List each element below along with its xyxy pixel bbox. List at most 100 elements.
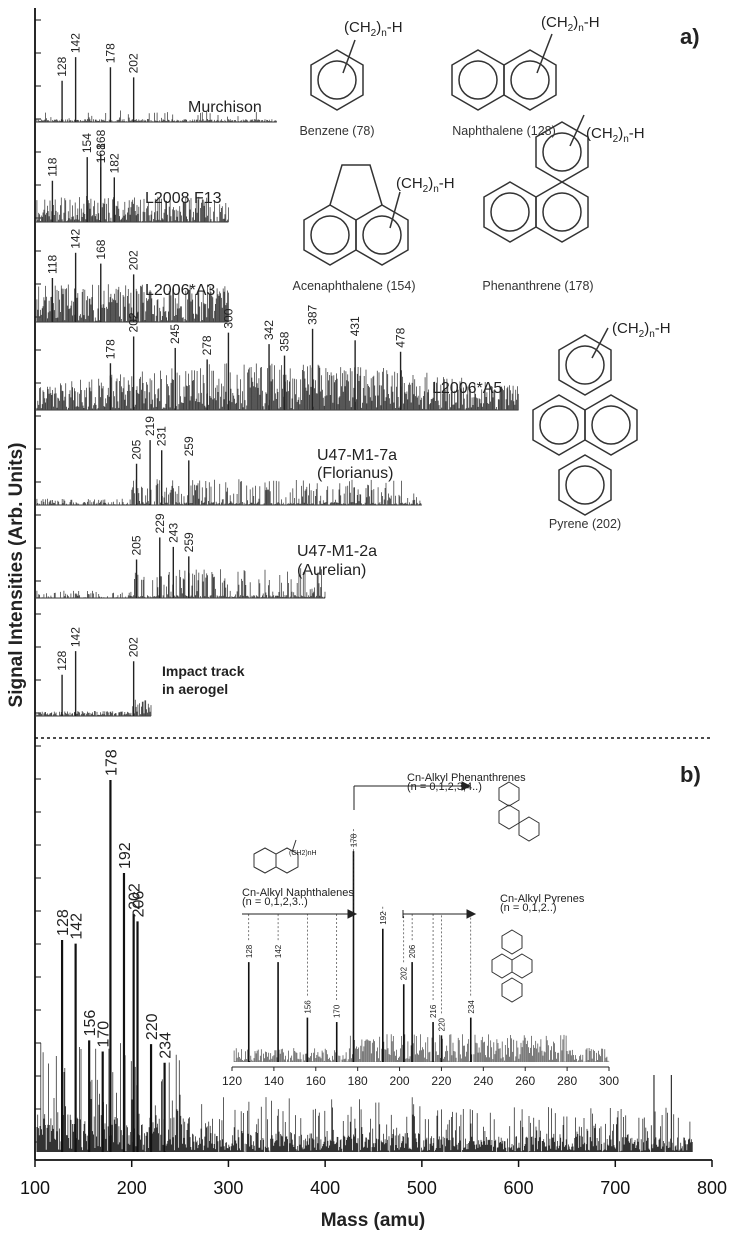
x-tick-label: 400 bbox=[310, 1178, 340, 1198]
series-name-murchison: Murchison bbox=[188, 99, 262, 116]
phenanthrene-label: Phenanthrene (178) bbox=[482, 279, 593, 293]
x-tick-label: 200 bbox=[117, 1178, 147, 1198]
peak-label: 202 bbox=[127, 53, 141, 73]
peak-label: 220 bbox=[144, 1013, 161, 1040]
series-name-impact-track: Impact track bbox=[162, 663, 245, 679]
series-sub-aerogel: in aerogel bbox=[162, 681, 228, 697]
pyrene-label: Pyrene (202) bbox=[549, 517, 621, 531]
inset-substituent: (CH2)nH bbox=[289, 850, 317, 857]
inset-peak-label: 202 bbox=[400, 966, 409, 980]
peak-label: 156 bbox=[82, 1010, 99, 1037]
peak-label: 128 bbox=[55, 56, 69, 76]
peak-label: 168 bbox=[94, 143, 108, 163]
x-tick-label: 500 bbox=[407, 1178, 437, 1198]
inset-tick-label: 140 bbox=[264, 1074, 284, 1088]
inset-peak-label: 234 bbox=[467, 1000, 476, 1014]
peak-label: 192 bbox=[117, 842, 134, 869]
inset-phen-label: Cn-Alkyl Phenanthrenes bbox=[407, 772, 526, 784]
molecule-structures bbox=[303, 33, 638, 516]
acenaphthalene-structure bbox=[303, 164, 409, 266]
peak-label: 142 bbox=[69, 33, 83, 53]
peak-label: 182 bbox=[107, 153, 121, 173]
peak-label: 202 bbox=[127, 637, 141, 657]
inset-tick-label: 280 bbox=[557, 1074, 577, 1088]
row-noise bbox=[36, 363, 519, 410]
inset-peak-label: 216 bbox=[429, 1004, 438, 1018]
peak-label: 178 bbox=[103, 339, 117, 359]
spectrum-row: 118 142 168 202 bbox=[35, 228, 229, 323]
peak-label: 243 bbox=[166, 523, 180, 543]
peak-label: 259 bbox=[182, 436, 196, 456]
peak-label: 478 bbox=[394, 327, 408, 347]
peak-label: 259 bbox=[182, 532, 196, 552]
peak-label: 278 bbox=[200, 335, 214, 355]
inset-noise bbox=[233, 1034, 610, 1062]
series-name-u47-m1-7a: U47-M1-7a bbox=[317, 447, 397, 464]
inset-ticks: 120 140 160 180 200 220 240 260 280 300 bbox=[222, 1067, 619, 1088]
panel-label-a: a) bbox=[680, 24, 700, 49]
phenanthrene-structure bbox=[483, 114, 589, 243]
x-tick-label: 700 bbox=[600, 1178, 630, 1198]
peak-label: 142 bbox=[69, 913, 86, 940]
inset-peak-label: 128 bbox=[245, 944, 254, 958]
inset-naph-label: Cn-Alkyl Naphthalenes bbox=[242, 887, 354, 899]
peak-label: 128 bbox=[55, 650, 69, 670]
series-sub-aurelian: (Aurelian) bbox=[297, 562, 366, 579]
molecule-labels: (CH2)n-H (CH2)n-H (CH2)n-H (CH2)n-H (CH2… bbox=[292, 14, 670, 531]
peak-label: 205 bbox=[130, 439, 144, 459]
peak-label: 202 bbox=[127, 312, 141, 332]
naphthalene-structure bbox=[451, 33, 557, 111]
peak-label: 170 bbox=[96, 1021, 113, 1048]
peak-label: 342 bbox=[262, 320, 276, 340]
inset-tick-label: 120 bbox=[222, 1074, 242, 1088]
naphthalene-substituent: (CH2)n-H bbox=[541, 14, 600, 34]
peak-label: 205 bbox=[130, 535, 144, 555]
panel-a-spectra: 1281421782021181541681821681181421682021… bbox=[35, 33, 519, 717]
peak-label: 142 bbox=[69, 627, 83, 647]
series-name-l2006-a5: L2006*A5 bbox=[432, 380, 502, 397]
inset-peak-label: 142 bbox=[274, 944, 283, 958]
peak-label: 358 bbox=[278, 331, 292, 351]
peak-label: 154 bbox=[80, 133, 94, 153]
spectrum-row: 205 229 243 259 bbox=[35, 513, 326, 599]
peak-label: 118 bbox=[45, 255, 59, 274]
series-sub-florianus: (Florianus) bbox=[317, 465, 393, 482]
peak-label: 128 bbox=[55, 909, 72, 936]
x-axis-label: Mass (amu) bbox=[321, 1210, 426, 1231]
x-tick-label: 100 bbox=[20, 1178, 50, 1198]
series-name-l2008-f13: L2008 F13 bbox=[145, 190, 222, 207]
peak-label: 219 bbox=[143, 416, 157, 436]
y-axis-ticks bbox=[35, 19, 41, 1143]
inset-peak-label: 206 bbox=[408, 944, 417, 958]
naphthalene-label: Naphthalene (128) bbox=[452, 124, 556, 138]
peak-label: 168 bbox=[94, 129, 108, 149]
inset-peak-label: 178 bbox=[349, 833, 358, 847]
inset-molecules bbox=[253, 781, 540, 1003]
inset-pyr-label: Cn-Alkyl Pyrenes bbox=[500, 893, 585, 905]
inset-naph-n: (n = 0,1,2,3..) bbox=[242, 896, 308, 908]
pyrene-substituent: (CH2)n-H bbox=[612, 320, 671, 340]
peak-label: 229 bbox=[153, 513, 167, 533]
peak-label: 234 bbox=[158, 1032, 175, 1059]
row-noise bbox=[36, 110, 277, 122]
peak-label: 431 bbox=[348, 316, 362, 336]
peak-label: 231 bbox=[155, 426, 169, 446]
x-axis-ticks: 100 200 300 400 500 600 700 800 bbox=[20, 1160, 727, 1198]
peak-label: 300 bbox=[221, 308, 235, 328]
peak-label: 178 bbox=[103, 749, 120, 776]
peak-label: 118 bbox=[45, 157, 59, 176]
inset-peak-label: 170 bbox=[333, 1004, 342, 1018]
inset-arrows bbox=[242, 781, 477, 919]
phenanthrene-substituent: (CH2)n-H bbox=[586, 125, 645, 145]
inset-tick-label: 240 bbox=[473, 1074, 493, 1088]
inset-peak-label: 192 bbox=[379, 911, 388, 925]
inset-phen-n: (n = 0,1,2,3,4..) bbox=[407, 781, 482, 793]
benzene-label: Benzene (78) bbox=[299, 124, 374, 138]
